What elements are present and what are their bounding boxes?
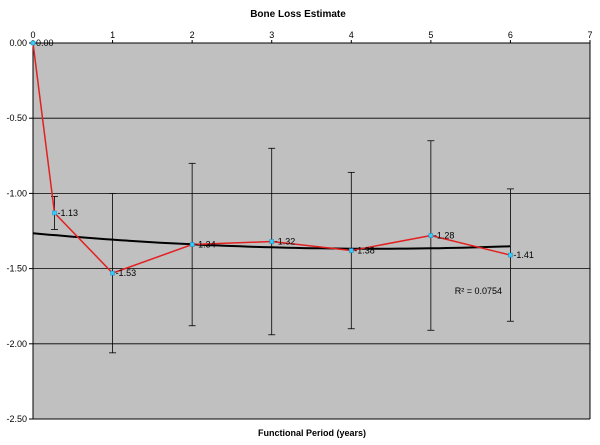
data-point <box>52 210 57 216</box>
data-point <box>189 242 195 247</box>
data-labels: 0.00 -1.13 -1.53 -1.34 -1.32 -1.38 -1.28 -1.41 <box>36 38 534 278</box>
data-markers <box>30 40 513 276</box>
y-tick-label: -2.50 <box>6 414 27 424</box>
x-tick-label: 5 <box>428 30 433 40</box>
data-label: -1.32 <box>275 237 296 247</box>
data-label: 0.00 <box>36 38 54 48</box>
data-label: -1.28 <box>434 231 455 241</box>
data-point <box>269 239 274 244</box>
y-tick-label: 0.00 <box>9 38 27 48</box>
y-tick-labels: 0.00 -0.50 -1.00 -1.50 -2.00 -2.50 <box>6 38 27 424</box>
x-tick-label: 7 <box>587 30 592 40</box>
x-tick-labels: 0 1 2 3 4 5 6 7 <box>30 30 592 40</box>
x-tick-label: 6 <box>508 30 513 40</box>
x-tick-label: 2 <box>190 30 195 40</box>
data-point <box>508 252 513 258</box>
data-label: -1.13 <box>57 208 78 218</box>
x-tick-label: 1 <box>110 30 115 40</box>
trendline <box>32 232 511 250</box>
data-label: -1.53 <box>116 268 137 278</box>
x-tick-label: 3 <box>269 30 274 40</box>
data-point <box>110 270 115 276</box>
r-squared-annotation: R² = 0.0754 <box>455 286 502 296</box>
x-tick-label: 4 <box>349 30 354 40</box>
axes <box>29 40 591 420</box>
x-tick-label: 0 <box>30 30 35 40</box>
data-label: -1.34 <box>195 240 216 250</box>
data-label: -1.41 <box>513 250 534 260</box>
data-point <box>428 233 434 238</box>
chart-title: Bone Loss Estimate <box>250 9 346 20</box>
series-line <box>32 42 511 274</box>
plot-area <box>33 43 590 419</box>
y-tick-label: -1.50 <box>6 264 27 274</box>
y-tick-label: -1.00 <box>6 188 27 198</box>
y-tick-label: -2.00 <box>6 339 27 349</box>
x-axis-label: Functional Period (years) <box>258 428 366 438</box>
data-point <box>349 248 354 253</box>
data-label: -1.38 <box>354 246 375 256</box>
data-point <box>30 40 36 46</box>
y-tick-label: -0.50 <box>6 113 27 123</box>
